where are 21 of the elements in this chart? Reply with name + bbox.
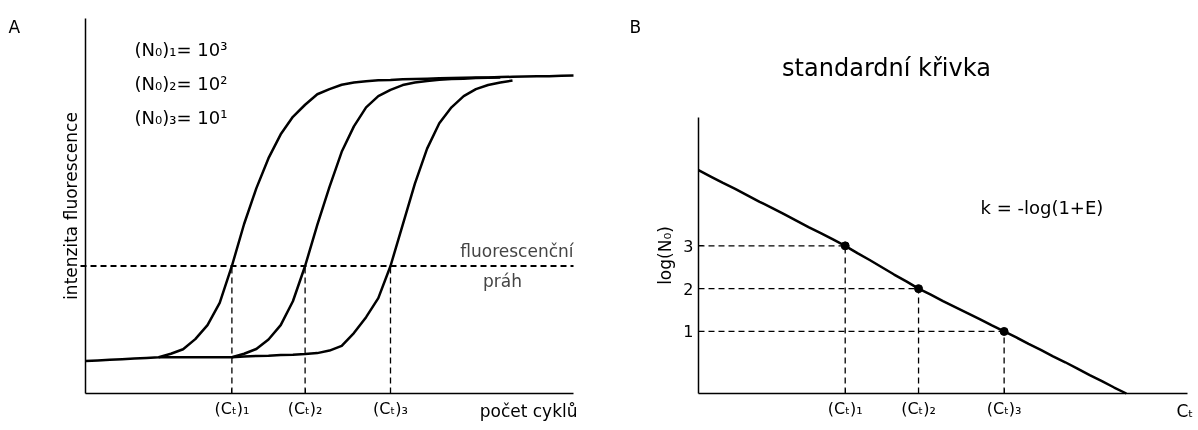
x-axis-title: Cₜ — [1176, 400, 1194, 421]
y-tick-label: 2 — [683, 279, 694, 299]
x-axis-title: počet cyklů — [479, 400, 578, 421]
x-tick-label: (Cₜ)₁ — [214, 398, 250, 418]
y-axis-title: intenzita fluorescence — [60, 112, 81, 300]
annotation: (N₀)₃= 10¹ — [134, 106, 228, 128]
x-tick-label: (Cₜ)₂ — [901, 398, 936, 418]
chart-title: A — [8, 16, 21, 37]
chart-subtitle: standardní křivka — [782, 53, 991, 82]
y-tick-label: 3 — [683, 236, 694, 256]
chart-title: B — [629, 16, 642, 37]
x-tick-label: (Cₜ)₃ — [986, 398, 1022, 418]
ref-line-label: fluorescenční práh — [460, 240, 575, 291]
y-tick-label: 1 — [683, 322, 694, 342]
annotation: (N₀)₂= 10² — [134, 72, 228, 94]
x-tick-label: (Cₜ)₂ — [287, 398, 323, 418]
x-tick-label: (Cₜ)₃ — [373, 398, 408, 418]
x-tick-label: (Cₜ)₁ — [827, 398, 863, 418]
y-axis-title: log(N₀) — [655, 226, 676, 285]
annotation: k = -log(1+E) — [980, 196, 1104, 218]
text: (N₀)₁= 10³ — [134, 38, 228, 60]
